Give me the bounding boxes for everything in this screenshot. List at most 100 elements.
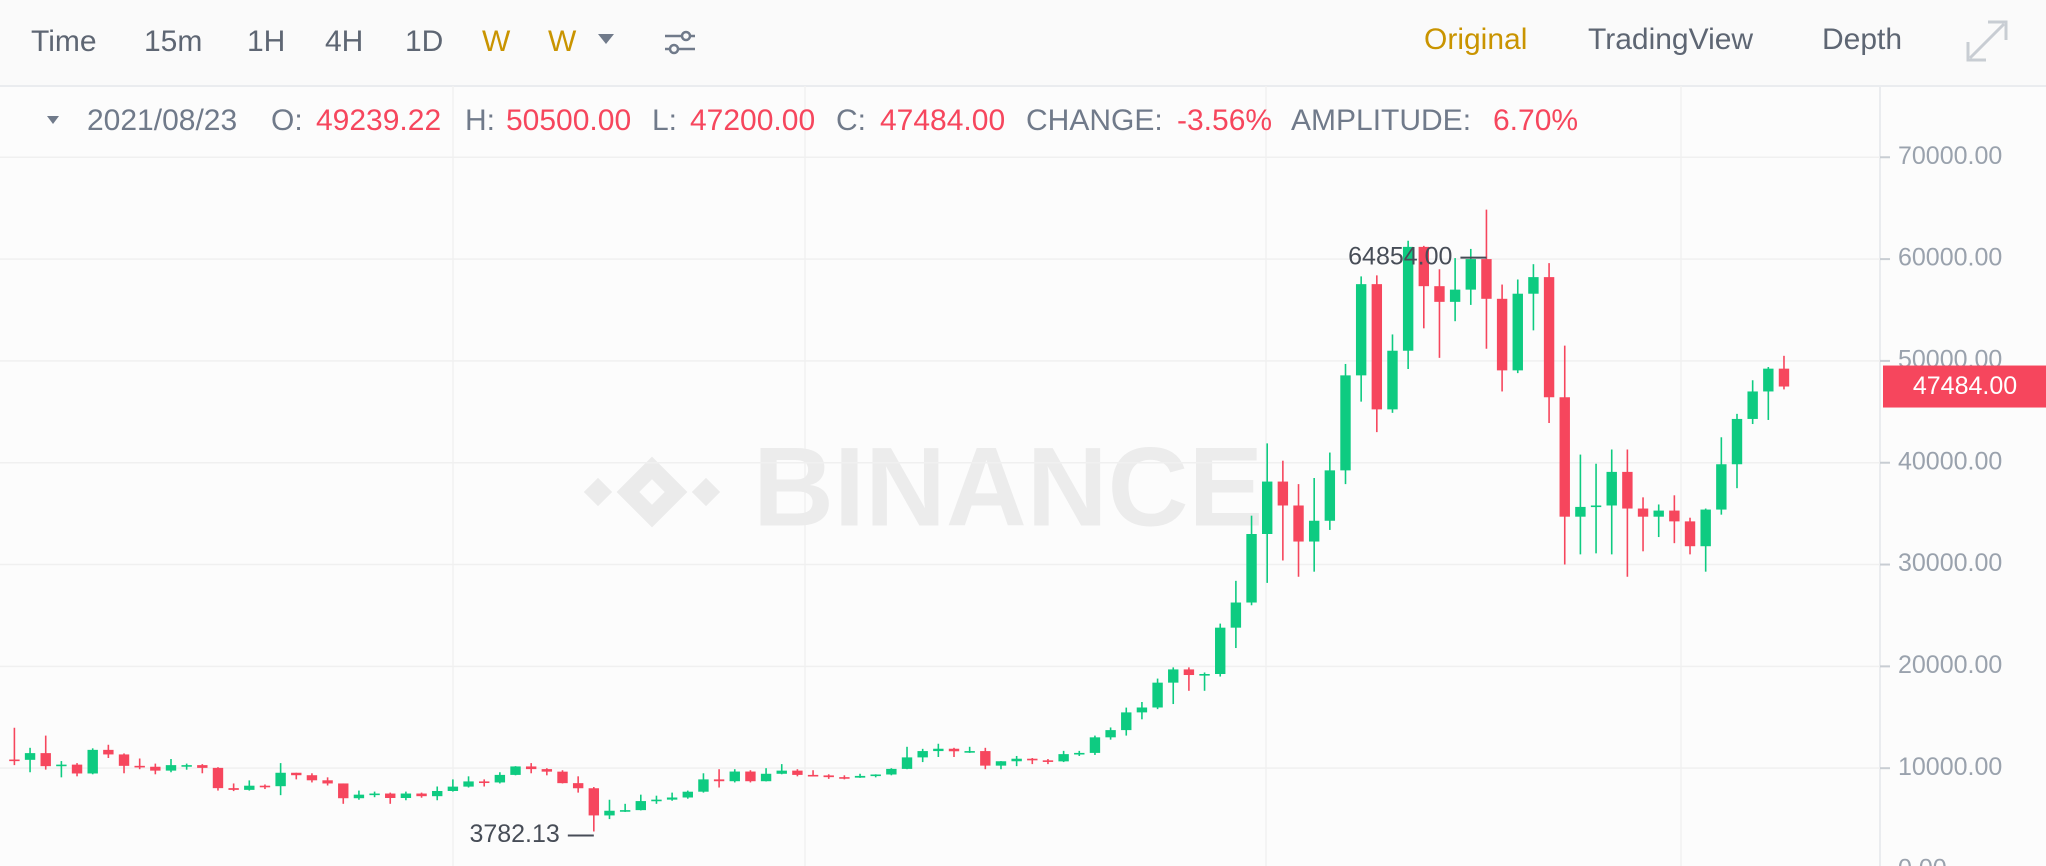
info-label: CHANGE: [1026,104,1163,137]
candle-body [150,766,161,771]
y-tick-label: 10000.00 [1898,753,2002,781]
settings-icon[interactable] [665,30,695,55]
candle-body [1402,246,1414,351]
candle-body [635,801,646,811]
candle-body [479,781,490,784]
y-tick-label: 40000.00 [1898,447,2002,475]
candle-body [103,749,114,755]
info-date: 2021/08/23 [87,104,237,137]
candle-body [1355,284,1367,376]
watermark-logo [583,456,721,528]
info-label: O: [271,104,303,137]
candle-body [1481,259,1492,299]
candle-body [1418,246,1429,287]
candle-body [1669,510,1680,522]
info-value: 47484.00 [880,104,1005,137]
candle-body [1465,259,1476,290]
timeframe-button[interactable]: 1H [247,25,285,58]
candle-body [619,810,631,812]
candle-body [244,785,255,790]
candle-body [1058,754,1069,762]
timeframe-button[interactable]: 1D [405,25,443,58]
timeframe-button[interactable]: 15m [144,25,202,58]
candle-body [1340,375,1351,471]
candle-body [400,793,412,799]
y-tick-label: 60000.00 [1898,244,2002,272]
candle-body [1778,368,1790,387]
candle-body [87,749,98,774]
candle-body [1543,277,1555,398]
candle-body [24,753,36,760]
candle-body [306,775,318,781]
candle-body [322,780,333,784]
candle-body [1293,505,1304,542]
candle-body [1308,520,1320,542]
candle-body [948,748,960,752]
candle-body [118,754,130,766]
candle-body [682,791,693,798]
candle-body [1246,534,1257,603]
candle-body [1027,758,1038,761]
candle-body [823,775,834,778]
candle-body [1559,397,1570,517]
y-tick-label: 30000.00 [1898,549,2002,577]
candle-body [995,761,1007,766]
candle-body [1324,470,1336,521]
candle-body [1262,481,1273,534]
candle-body [275,772,286,787]
candle-body [1199,674,1210,676]
info-value: 6.70% [1493,104,1578,137]
candle-body [1684,521,1696,547]
candle-body [9,759,20,762]
candle-body [1168,669,1179,683]
candle-body [807,774,819,777]
info-label: C: [836,104,866,137]
timeframe-button[interactable]: W [482,25,511,58]
candle-body [839,777,850,779]
timeframe-button[interactable]: 4H [325,25,363,58]
candle-body [1637,508,1649,517]
candles [9,209,1790,832]
dropdown-arrow[interactable] [598,34,614,44]
candle-body [933,748,944,752]
candle-body [40,753,51,767]
candle-body [541,769,553,772]
candle-body [572,783,584,789]
candle-body [525,766,537,770]
toolbar-bg [0,0,2046,86]
y-tick-label: 70000.00 [1898,142,2002,170]
high-label: 64854.00 [1348,242,1452,270]
last-price-label: 47484.00 [1913,372,2017,400]
candle-body [917,751,928,758]
timeframe-button[interactable]: Time [31,25,97,58]
candle-body [713,779,725,782]
candle-body [1716,464,1727,510]
candle-body [1371,284,1383,410]
candle-body [964,751,975,753]
candle-body [369,793,380,796]
collapse-arrow[interactable] [47,116,59,124]
candle-body [1763,368,1774,392]
candle-body [1230,602,1242,628]
candle-body [854,775,866,778]
candle-body [1590,505,1602,508]
candle-body [1606,471,1617,506]
timeframe-button[interactable]: W [548,25,577,58]
candle-body [1387,350,1398,410]
view-tab[interactable]: TradingView [1588,23,1753,56]
vertical-grid [452,86,1682,866]
view-tab[interactable]: Depth [1822,23,1902,56]
candle-body [651,799,662,802]
candle-body [510,766,521,775]
candle-body [353,794,365,799]
candle-body [1622,471,1633,509]
expand-icon[interactable] [1966,20,2008,62]
view-tab[interactable]: Original [1424,23,1527,56]
candle-body [604,810,615,816]
candle-body [1496,298,1508,371]
info-value: 47200.00 [690,104,815,137]
candle-body [745,771,756,782]
candle-body [1700,509,1711,547]
candle-body [1528,277,1539,294]
